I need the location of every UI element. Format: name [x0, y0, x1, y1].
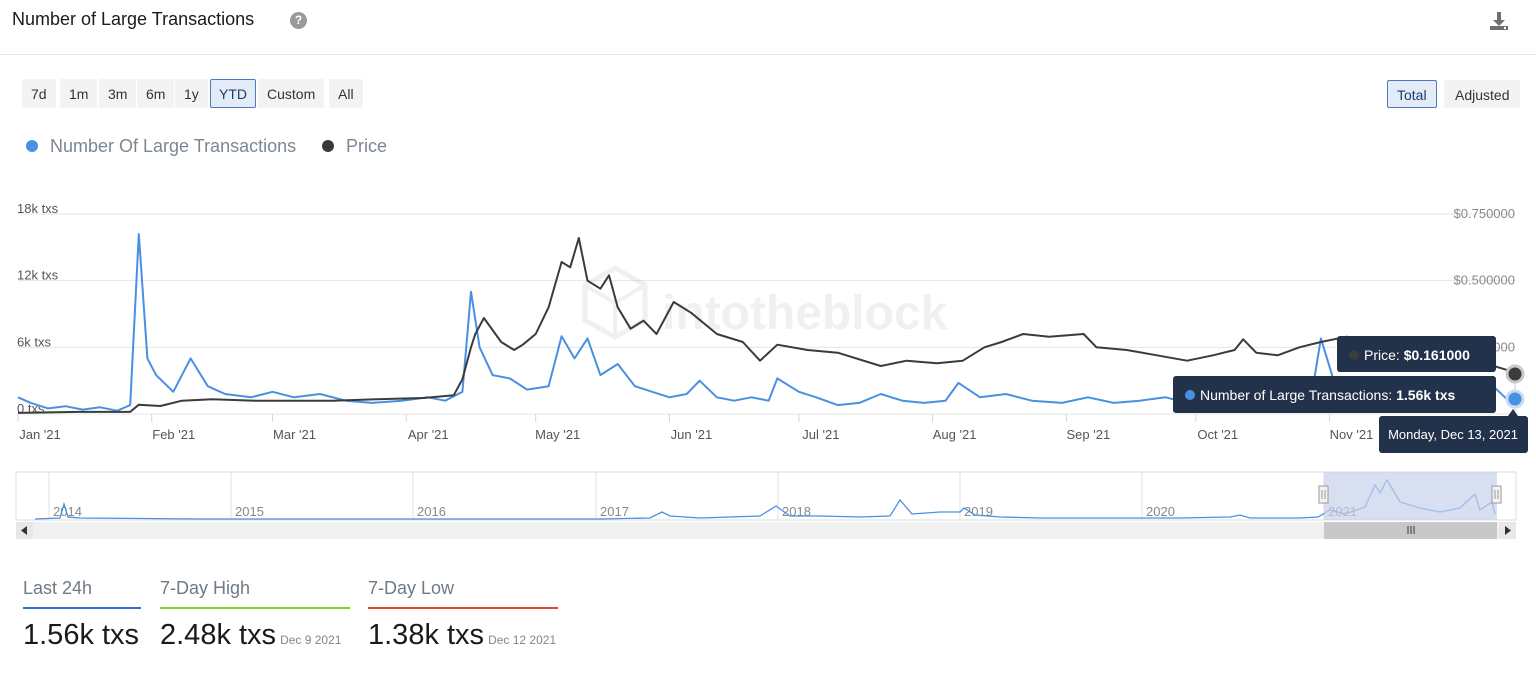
scrollbar-track[interactable]	[16, 522, 1516, 539]
stat-label: 7-Day Low	[368, 578, 455, 598]
legend-marker	[26, 140, 38, 153]
legend-label: Number Of Large Transactions	[50, 136, 297, 156]
y-left-tick-label: 12k txs	[17, 268, 59, 283]
navigator-year-label: 2020	[1146, 504, 1175, 519]
range-button-all[interactable]: All	[329, 79, 363, 108]
x-tick-label: Jan '21	[19, 427, 61, 442]
legend-item-transactions[interactable]: Number Of Large Transactions	[26, 136, 296, 157]
navigator-year-label: 2018	[782, 504, 811, 519]
range-button-custom[interactable]: Custom	[258, 79, 325, 108]
stat-7day-high: 7-Day High 2.48k txs Dec 9 2021	[160, 578, 350, 652]
stat-underline	[23, 607, 141, 609]
y-right-tick-label: $0.750000	[1454, 206, 1515, 221]
scroll-right-icon	[1505, 526, 1511, 535]
x-tick-label: Oct '21	[1197, 427, 1238, 442]
legend-label: Price	[346, 136, 388, 156]
navigator-handle-left[interactable]	[1318, 485, 1329, 504]
stat-value: 1.38k txs Dec 12 2021	[368, 619, 557, 651]
x-tick-label: Mar '21	[273, 427, 316, 442]
scrollbar-grip-icon	[1407, 526, 1415, 534]
watermark-text: intotheblock	[662, 287, 948, 340]
y-right-tick-label: $0.500000	[1454, 273, 1515, 288]
stat-value: 1.56k txs	[23, 619, 140, 651]
range-button-6m[interactable]: 6m	[137, 79, 175, 108]
stat-7day-low: 7-Day Low 1.38k txs Dec 12 2021	[368, 578, 558, 652]
x-tick-label: Aug '21	[933, 427, 977, 442]
x-tick-label: May '21	[535, 427, 580, 442]
price-tooltip-dot	[1349, 350, 1359, 360]
x-tick-label: Feb '21	[152, 427, 195, 442]
navigator-handle-right[interactable]	[1491, 485, 1502, 504]
stat-last-24h: Last 24h 1.56k txs	[23, 578, 141, 652]
x-tick-label: Jul '21	[802, 427, 839, 442]
date-tooltip	[1379, 416, 1528, 453]
navigator[interactable]: 20142015201620172018201920202021	[0, 460, 1536, 560]
navigator-selection[interactable]	[1324, 472, 1497, 520]
navigator-year-label: 2017	[600, 504, 629, 519]
legend-item-price[interactable]: Price	[322, 136, 387, 157]
stat-value: 2.48k txs Dec 9 2021	[160, 619, 342, 651]
mode-button-total[interactable]: Total	[1387, 80, 1437, 108]
tx-tooltip-dot	[1185, 390, 1195, 400]
page-title: Number of Large Transactions	[12, 9, 255, 29]
tx-tooltip-text: Number of Large Transactions: 1.56k txs	[1200, 387, 1455, 403]
range-button-3m[interactable]: 3m	[99, 79, 137, 108]
x-tick-label: Apr '21	[408, 427, 449, 442]
stat-underline	[160, 607, 350, 609]
scroll-left-icon	[21, 526, 27, 535]
header: Number of Large Transactions ?	[0, 0, 1536, 55]
navigator-year-label: 2015	[235, 504, 264, 519]
x-tick-label: Jun '21	[671, 427, 713, 442]
question-icon[interactable]: ?	[290, 12, 307, 29]
range-button-ytd[interactable]: YTD	[210, 79, 256, 108]
series-line-price[interactable]	[17, 237, 1511, 414]
stat-underline	[368, 607, 558, 609]
x-tick-label: Nov '21	[1330, 427, 1374, 442]
tx-hover-marker	[1505, 389, 1525, 409]
x-tick-label: Sep '21	[1066, 427, 1110, 442]
price-tooltip	[1337, 336, 1496, 372]
date-tooltip-arrow	[1508, 409, 1518, 416]
stat-date: Dec 12 2021	[488, 633, 557, 647]
date-tooltip-text: Monday, Dec 13, 2021	[1388, 427, 1518, 442]
price-hover-marker	[1505, 364, 1525, 384]
download-icon[interactable]	[1487, 9, 1511, 33]
stat-label: 7-Day High	[160, 578, 251, 598]
legend-marker	[322, 140, 334, 153]
y-left-tick-label: 18k txs	[17, 201, 59, 216]
price-tooltip-text: Price: $0.161000	[1364, 347, 1470, 363]
stat-date: Dec 9 2021	[280, 633, 342, 647]
range-button-1m[interactable]: 1m	[60, 79, 98, 108]
range-button-1y[interactable]: 1y	[175, 79, 208, 108]
stat-label: Last 24h	[23, 578, 93, 598]
y-left-tick-label: 6k txs	[17, 334, 51, 349]
navigator-year-label: 2016	[417, 504, 446, 519]
tx-tooltip	[1173, 376, 1496, 413]
watermark: intotheblock	[582, 265, 948, 340]
range-button-7d[interactable]: 7d	[22, 79, 56, 108]
mode-button-adjusted[interactable]: Adjusted	[1444, 80, 1521, 108]
